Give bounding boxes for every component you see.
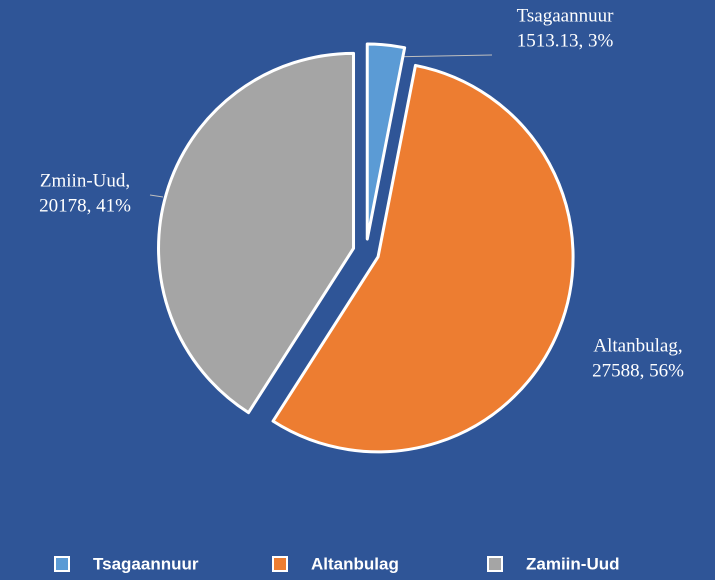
data-label: 20178, 41% bbox=[39, 195, 131, 216]
legend-label: Altanbulag bbox=[311, 554, 399, 573]
legend-swatch bbox=[272, 556, 288, 572]
legend-swatch bbox=[487, 556, 503, 572]
data-label: Tsagaannuur bbox=[517, 5, 614, 26]
legend-label: Zamiin-Uud bbox=[526, 554, 620, 573]
legend-swatch bbox=[54, 556, 70, 572]
legend-label: Tsagaannuur bbox=[93, 554, 199, 573]
pie-slice bbox=[271, 63, 575, 454]
pie-slice bbox=[365, 42, 407, 241]
data-label: Zmiin-Uud, bbox=[40, 170, 130, 191]
data-label: Altanbulag, bbox=[593, 335, 682, 356]
leader-line bbox=[149, 194, 164, 198]
data-label: 27588, 56% bbox=[592, 360, 684, 381]
data-label: 1513.13, 3% bbox=[517, 30, 614, 51]
pie-slice bbox=[157, 51, 356, 415]
